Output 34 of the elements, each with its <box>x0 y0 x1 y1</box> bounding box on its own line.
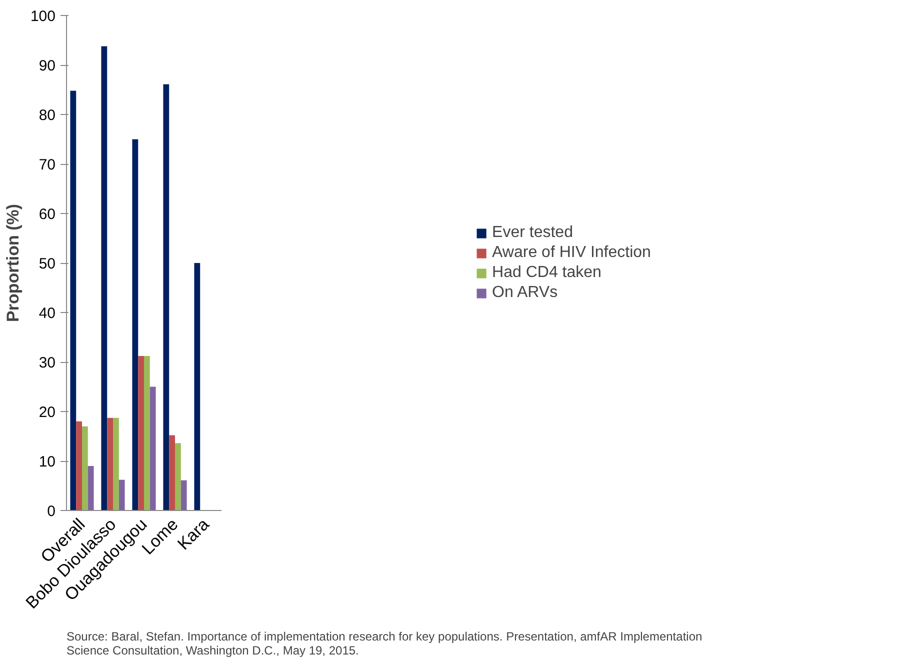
legend-label: Had CD4 taken <box>492 264 602 282</box>
y-tick-label: 70 <box>38 156 56 174</box>
y-tick-label: 50 <box>38 256 56 272</box>
bar <box>163 84 170 510</box>
bar <box>180 480 187 510</box>
y-tick-label: 80 <box>38 107 56 124</box>
bar <box>175 443 181 510</box>
legend-label: On ARVs <box>492 284 558 302</box>
bar <box>82 426 88 510</box>
bar <box>70 90 76 510</box>
y-tick-label: 40 <box>38 305 56 322</box>
source-note: Source: Baral, Stefan. Importance of implementation research for key populations. Presentation, amfAR Implementation Science Consultation, Washington D.C., May 19, 2015. <box>66 630 702 658</box>
bar <box>76 421 82 510</box>
y-tick-label: 30 <box>38 354 56 372</box>
bar <box>101 46 108 510</box>
y-tick-label: 60 <box>38 206 56 223</box>
bar <box>138 356 144 510</box>
bar <box>118 480 125 510</box>
y-tick-label: 20 <box>38 404 56 421</box>
bar <box>107 418 113 510</box>
y-tick-label: 90 <box>38 58 56 74</box>
legend-label: Aware of HIV Infection <box>492 244 651 262</box>
bar <box>144 356 150 510</box>
bar <box>150 386 156 510</box>
bar <box>132 139 138 510</box>
bar <box>194 263 200 510</box>
y-tick-label: 100 <box>30 8 56 25</box>
y-tick-label: 0 <box>47 503 56 520</box>
bar <box>88 466 94 510</box>
y-axis-title: Proportion (%) <box>3 204 22 322</box>
bar <box>169 435 175 510</box>
legend-label: Ever tested <box>492 224 573 242</box>
y-tick-label: 10 <box>38 454 56 470</box>
bar <box>113 418 119 510</box>
